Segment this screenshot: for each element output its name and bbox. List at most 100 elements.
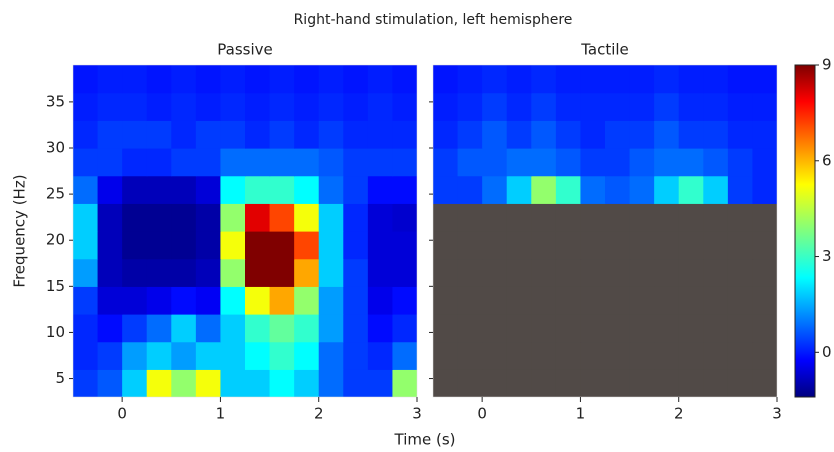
heatmap-cell [146,314,172,343]
heatmap-cell [245,175,271,204]
heatmap-cell [457,175,483,204]
heatmap-cell [318,120,344,149]
heatmap-cell [195,175,222,204]
heatmap-cell [752,148,777,177]
heatmap-cell [727,175,754,204]
heatmap-cell [654,258,680,287]
heatmap-cell [392,341,417,370]
heatmap-cell [245,120,271,149]
heatmap-cell [73,286,99,315]
heatmap-cell [580,286,606,315]
heatmap-cell [122,92,148,121]
heatmap-cell [678,314,704,343]
colorbar-tick-label: 0 [822,343,832,361]
heatmap-cell [433,369,459,397]
heatmap-cell [654,175,680,204]
y-axis-label: Frequency (Hz) [11,174,29,287]
heatmap-cell [605,341,631,370]
heatmap-cell [343,148,369,177]
heatmap-cell [629,369,655,397]
heatmap-cell [531,120,557,149]
heatmap-cell [367,341,394,370]
heatmap-cell [122,120,148,149]
heatmap-cell [703,120,729,149]
heatmap-cell [605,231,631,260]
heatmap-cell [482,341,508,370]
heatmap-cell [245,92,271,121]
heatmap-cell [146,175,172,204]
heatmap-cell [343,175,369,204]
heatmap-cell [727,148,754,177]
heatmap-cell [605,369,631,397]
heatmap-cell [195,148,222,177]
heatmap-cell [752,314,777,343]
x-tick-label: 2 [314,405,324,423]
heatmap-cell [703,314,729,343]
heatmap-cell [269,258,295,287]
heatmap-cell [506,120,532,149]
heatmap-cell [269,120,295,149]
heatmap-cell [580,148,606,177]
heatmap-cell [294,258,320,287]
heatmap-cell [73,231,99,260]
heatmap-cell [171,148,197,177]
heatmap-cell [580,120,606,149]
heatmap-cell [73,314,99,343]
heatmap-cell [531,231,557,260]
heatmap-cell [703,92,729,121]
panel-title: Passive [217,41,272,59]
heatmap-cell [482,314,508,343]
heatmap-cell [555,286,582,315]
heatmap-cell [122,231,148,260]
heatmap-cell [555,92,582,121]
heatmap-cell [703,231,729,260]
heatmap-cell [269,203,295,232]
heatmap-cell [220,258,246,287]
heatmap-cell [269,148,295,177]
heatmap-cell [654,65,680,94]
heatmap-cell [318,203,344,232]
x-tick-label: 2 [674,405,684,423]
heatmap-cell [457,314,483,343]
heatmap-cell [482,286,508,315]
heatmap-cell [555,203,582,232]
heatmap-cell [433,65,459,94]
heatmap-cell [294,175,320,204]
heatmap-cell [269,175,295,204]
heatmap-cell [752,286,777,315]
heatmap-cell [482,203,508,232]
heatmap-cell [703,258,729,287]
heatmap-cell [220,341,246,370]
heatmap-cell [555,258,582,287]
heatmap-cell [482,92,508,121]
heatmap-cell [703,369,729,397]
heatmap-cell [605,65,631,94]
x-tick-label: 1 [576,405,586,423]
heatmap-cell [97,120,123,149]
heatmap-cell [727,231,754,260]
heatmap-cell [269,369,295,397]
heatmap-cell [605,92,631,121]
heatmap-cell [73,203,99,232]
heatmap-cell [294,341,320,370]
heatmap-cell [392,92,417,121]
heatmap-cell [146,341,172,370]
heatmap-cell [457,65,483,94]
y-tick-label: 20 [46,231,65,249]
heatmap-cell [506,148,532,177]
heatmap-cell [343,314,369,343]
heatmap-cell [506,341,532,370]
heatmap-cell [482,120,508,149]
y-tick-label: 10 [46,323,65,341]
heatmap-cell [457,341,483,370]
heatmap-cell [605,258,631,287]
heatmap-cell [727,65,754,94]
heatmap-cell [97,231,123,260]
heatmap-cell [727,203,754,232]
colorbar [794,64,816,398]
heatmap-cell [703,148,729,177]
heatmap-cell [392,258,417,287]
heatmap-cell [318,314,344,343]
heatmap-cell [122,314,148,343]
